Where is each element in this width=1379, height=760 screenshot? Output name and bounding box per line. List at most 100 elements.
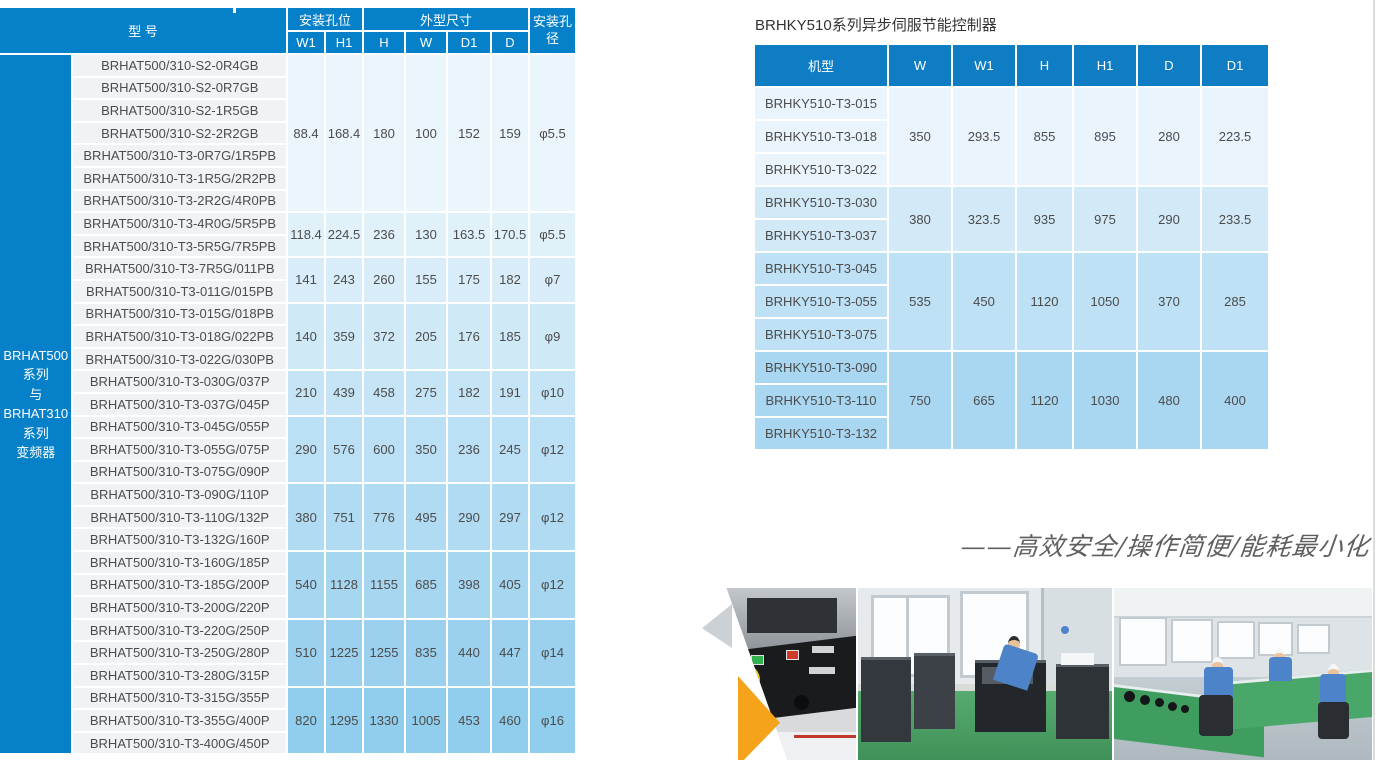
controller-spec-table: 机型 W W1 H H1 D D1 BRHKY510-T3-015 350 293.… (753, 43, 1270, 451)
dimension-group-header: 外型尺寸 (364, 8, 528, 30)
dim-cell-d: 191 (492, 371, 528, 415)
spec-table-row: BRHAT500/310-T3-315G/355P 820 1295 1330 1005… (0, 687, 575, 754)
dim-cell-d: 297 (492, 484, 528, 551)
spec-table-row: BRHAT500/310-T3-045G/055P 290 576 600 350 236… (0, 416, 575, 483)
dim-cell-d1: 440 (448, 619, 490, 686)
model-cell: BRHAT500/310-T3-075G/090P (73, 461, 286, 483)
dim-cell-w1: 380 (288, 484, 324, 551)
spec-table-row: BRHKY510-T3-015 350 293.5 855 895 280 223.5 (755, 88, 1268, 185)
joystick-knob (793, 694, 809, 710)
model-cell: BRHKY510-T3-015 (755, 88, 887, 119)
model-cell: BRHKY510-T3-045 (755, 253, 887, 284)
black-cylinder-part (1155, 698, 1165, 708)
dim-cell-h1: 895 (1074, 88, 1136, 185)
hole-dia-cell: φ16 (530, 687, 575, 754)
dim-cell-d1: 163.5 (448, 213, 490, 257)
spec-table-row: BRHAT500/310-S2-1R5GB (0, 100, 575, 121)
col-header-h1: H1 (326, 32, 362, 53)
dim-cell-w: 380 (889, 187, 951, 251)
dim-cell-d: 159 (492, 55, 528, 212)
spec-table-row: BRHKY510-T3-055 (755, 286, 1268, 317)
dim-cell-h: 935 (1017, 187, 1072, 251)
dim-cell-d: 290 (1138, 187, 1200, 251)
photo-assembly-line (1114, 588, 1372, 760)
model-cell: BRHKY510-T3-037 (755, 220, 887, 251)
dim-cell-d: 460 (492, 687, 528, 754)
panel-label-strip-2 (809, 667, 836, 675)
hole-dia-cell: φ7 (530, 258, 575, 302)
dim-cell-h1: 975 (1074, 187, 1136, 251)
model-cell: BRHAT500/310-S2-2R2GB (73, 122, 286, 144)
model-cell: BRHAT500/310-T3-018G/022PB (73, 326, 286, 347)
model-cell: BRHAT500/310-T3-250G/280P (73, 642, 286, 664)
model-cell: BRHAT500/310-T3-160G/185P (73, 552, 286, 573)
dim-cell-h: 776 (364, 484, 404, 551)
dim-cell-d1: 400 (1202, 352, 1268, 449)
office-chair (1199, 694, 1233, 736)
black-cylinder-part (1168, 701, 1178, 711)
model-cell: BRHKY510-T3-090 (755, 352, 887, 383)
col-header-d1: D1 (1202, 45, 1268, 86)
hole-dia-cell: φ12 (530, 416, 575, 483)
right-table-title: BRHKY510系列异步伺服节能控制器 (755, 17, 997, 34)
model-cell: BRHKY510-T3-022 (755, 154, 887, 185)
worker-torso (1204, 667, 1233, 699)
worker-head-capped (1328, 663, 1340, 680)
dim-cell-d1: 285 (1202, 253, 1268, 350)
model-cell: BRHAT500/310-T3-4R0G/5R5PB (73, 213, 286, 234)
model-cell: BRHAT500/310-S2-0R7GB (73, 77, 286, 99)
model-cell: BRHAT500/310-T3-090G/110P (73, 484, 286, 505)
dim-cell-h1: 243 (326, 258, 362, 302)
dim-cell-h: 236 (364, 213, 404, 257)
col-header-d: D (1138, 45, 1200, 86)
spec-table-row: BRHKY510-T3-110 (755, 385, 1268, 416)
dim-cell-h: 600 (364, 416, 404, 483)
hole-dia-cell: φ5.5 (530, 213, 575, 257)
spec-table-row: BRHAT500/310-T3-280G/315P (0, 665, 575, 686)
spec-table-row: BRHAT500/310-S2-2R2GB (0, 122, 575, 144)
window (1170, 618, 1214, 663)
model-cell: BRHAT500/310-T3-1R5G/2R2PB (73, 167, 286, 189)
model-cell: BRHAT500/310-T3-055G/075P (73, 439, 286, 460)
photo-test-workshop (858, 588, 1112, 760)
col-header-d: D (492, 32, 528, 53)
col-header-w: W (889, 45, 951, 86)
model-cell: BRHAT500/310-T3-015G/018PB (73, 303, 286, 325)
black-cylinder-part (1181, 704, 1190, 713)
col-header-w: W (406, 32, 446, 53)
spec-table-row: BRHKY510-T3-030 380 323.5 935 975 290 233.5 (755, 187, 1268, 251)
dim-cell-d: 182 (492, 258, 528, 302)
dim-cell-h1: 1295 (326, 687, 362, 754)
dim-cell-h1: 1030 (1074, 352, 1136, 449)
worker-head-capped (1273, 648, 1285, 665)
dim-cell-w1: 323.5 (953, 187, 1015, 251)
inverter-spec-table: 型 号 安装孔位 外型尺寸 安装孔径 W1 H1 H W D1 D BRHAT5… (0, 6, 577, 755)
dim-cell-d: 405 (492, 552, 528, 618)
gray-triangle-icon (702, 604, 732, 648)
dim-cell-h1: 751 (326, 484, 362, 551)
model-cell: BRHAT500/310-T3-110G/132P (73, 506, 286, 528)
dim-cell-w1: 450 (953, 253, 1015, 350)
hole-dia-header: 安装孔径 (530, 8, 575, 53)
model-cell: BRHAT500/310-T3-400G/450P (73, 732, 286, 754)
spec-table-row: BRHAT500/310-T3-7R5G/011PB 141 243 260 155 17… (0, 258, 575, 302)
model-cell: BRHKY510-T3-110 (755, 385, 887, 416)
model-cell: BRHAT500/310-T3-0R7G/1R5PB (73, 145, 286, 166)
window (1297, 624, 1330, 654)
model-cell: BRHAT500/310-T3-7R5G/011PB (73, 258, 286, 279)
dim-cell-h1: 439 (326, 371, 362, 415)
model-cell: BRHAT500/310-T3-022G/030PB (73, 348, 286, 370)
model-cell: BRHKY510-T3-018 (755, 121, 887, 152)
dim-cell-d1: 182 (448, 371, 490, 415)
col-header-w1: W1 (288, 32, 324, 53)
col-header-w1: W1 (953, 45, 1015, 86)
model-cell: BRHAT500/310-T3-2R2G/4R0PB (73, 190, 286, 212)
dim-cell-w: 750 (889, 352, 951, 449)
hole-dia-cell: φ5.5 (530, 55, 575, 212)
spec-table-row: BRHAT500/310-T3-018G/022PB (0, 326, 575, 347)
dim-cell-h: 1155 (364, 552, 404, 618)
model-cell: BRHKY510-T3-132 (755, 418, 887, 449)
spec-table-row: BRHKY510-T3-045 535 450 1120 1050 370 285 (755, 253, 1268, 350)
spec-table-row: BRHAT500/310-T3-1R5G/2R2PB (0, 167, 575, 189)
dim-cell-h1: 1225 (326, 619, 362, 686)
